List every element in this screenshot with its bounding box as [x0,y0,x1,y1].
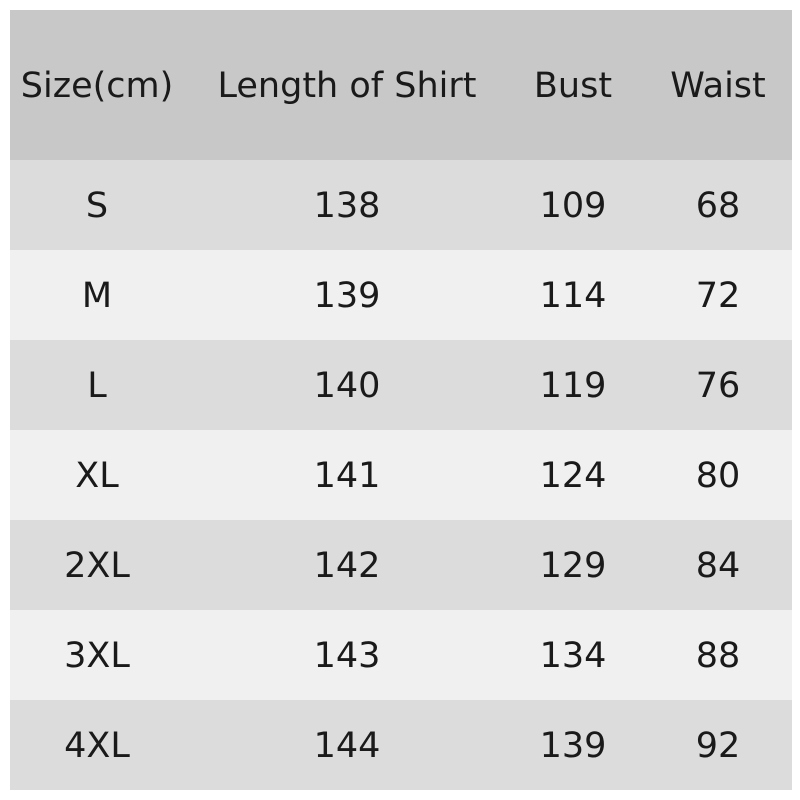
table-cell: M [82,276,112,316]
table-cell: 72 [696,276,741,316]
table-cell: 76 [696,366,741,406]
table-cell: S [86,186,108,226]
header-cell: Size(cm) [21,66,174,106]
table-cell: 2XL [64,546,130,586]
table-cell: 84 [696,546,741,586]
table-cell: 143 [314,636,381,676]
table-row [10,520,792,610]
header-cell: Length of Shirt [218,66,477,106]
table-row [10,610,792,700]
table-row [10,250,792,340]
table-cell: 124 [540,456,607,496]
table-cell: 144 [314,726,381,766]
table-cell: 80 [696,456,741,496]
table-cell: XL [75,456,119,496]
table-cell: 138 [314,186,381,226]
table-cell: 68 [696,186,741,226]
table-row [10,430,792,520]
table-cell: 114 [540,276,607,316]
table-cell: 139 [314,276,381,316]
header-cell: Bust [534,66,612,106]
table-cell: 139 [540,726,607,766]
header-cell: Waist [670,66,766,106]
table-row [10,340,792,430]
table-cell: 4XL [64,726,130,766]
table-cell: L [87,366,107,406]
table-cell: 109 [540,186,607,226]
table-cell: 88 [696,636,741,676]
table-cell: 129 [540,546,607,586]
table-row [10,160,792,250]
table-cell: 92 [696,726,741,766]
header-row [10,10,792,160]
table-cell: 134 [540,636,607,676]
table-cell: 3XL [64,636,130,676]
table-cell: 141 [314,456,381,496]
table-cell: 140 [314,366,381,406]
table-row [10,700,792,790]
table-cell: 142 [314,546,381,586]
table-cell: 119 [540,366,607,406]
